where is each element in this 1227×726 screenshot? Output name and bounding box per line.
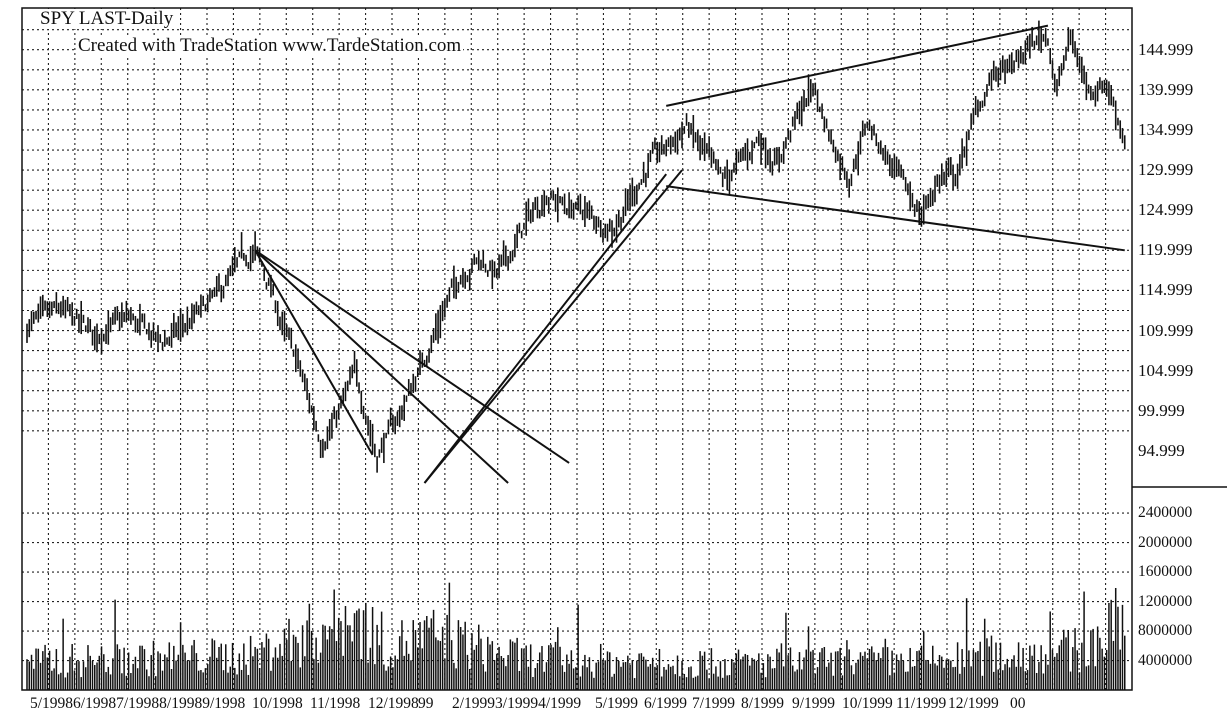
x-tick-label: 12/1999 (948, 695, 999, 712)
volume-tick-label: 1200000 (1138, 592, 1193, 610)
price-tick-label: 119.999 (1138, 240, 1193, 260)
x-tick-label: 9/1999 (792, 695, 836, 712)
chart-frame (21, 7, 1227, 691)
price-tick-label: 134.999 (1138, 119, 1194, 139)
price-tick-label: 109.999 (1138, 320, 1194, 340)
x-tick-label: 8/1999 (741, 695, 785, 712)
price-tick-label: 139.999 (1138, 79, 1194, 99)
trendline-decline-fan-3 (254, 249, 570, 464)
x-tick-label: 11/1998 (310, 695, 361, 712)
price-tick-label: 114.999 (1138, 280, 1193, 300)
price-tick-label: 104.999 (1138, 360, 1194, 380)
x-tick-label: 2/19993/19994/1999 (452, 695, 582, 712)
plot-border (21, 7, 1133, 691)
x-tick-label: 10/1999 (842, 695, 893, 712)
trendline-channel-top (666, 24, 1049, 107)
volume-tick-label: 2400000 (1138, 504, 1193, 522)
chart-title: SPY LAST-Daily (38, 8, 176, 29)
x-tick-label: 7/1999 (692, 695, 736, 712)
grid (22, 8, 1132, 690)
trendline-decline-fan-1 (254, 249, 374, 456)
price-bars (26, 20, 1126, 473)
x-tick-label: 99 (418, 695, 434, 712)
price-tick-label: 129.999 (1138, 160, 1194, 180)
x-tick-label: 5/1999 (595, 695, 639, 712)
trendline-decline-fan-2 (254, 249, 509, 484)
price-tick-label: 94.999 (1138, 440, 1185, 460)
x-tick-label: 12/1998 (368, 695, 419, 712)
trendline-channel-bottom (666, 185, 1125, 252)
trendline-rally-line-1 (423, 173, 668, 484)
volume-bars (26, 582, 1126, 690)
x-tick-label: 5/19986/19987/19988/19989/1998 (30, 695, 246, 712)
x-tick-label: 00 (1010, 695, 1026, 712)
trendline-rally-line-2 (423, 169, 683, 484)
x-tick-label: 6/1999 (644, 695, 688, 712)
chart-subtitle: Created with TradeStation www.TardeStati… (76, 35, 464, 56)
trendlines (254, 24, 1125, 484)
volume-tick-label: 8000000 (1138, 622, 1193, 640)
price-tick-label: 99.999 (1138, 400, 1185, 420)
volume-tick-label: 4000000 (1138, 651, 1193, 669)
volume-tick-label: 1600000 (1138, 563, 1193, 581)
volume-tick-label: 2000000 (1138, 533, 1193, 551)
price-tick-label: 144.999 (1138, 39, 1194, 59)
x-tick-label: 11/1999 (896, 695, 947, 712)
price-tick-label: 124.999 (1138, 200, 1194, 220)
x-tick-label: 10/1998 (252, 695, 303, 712)
